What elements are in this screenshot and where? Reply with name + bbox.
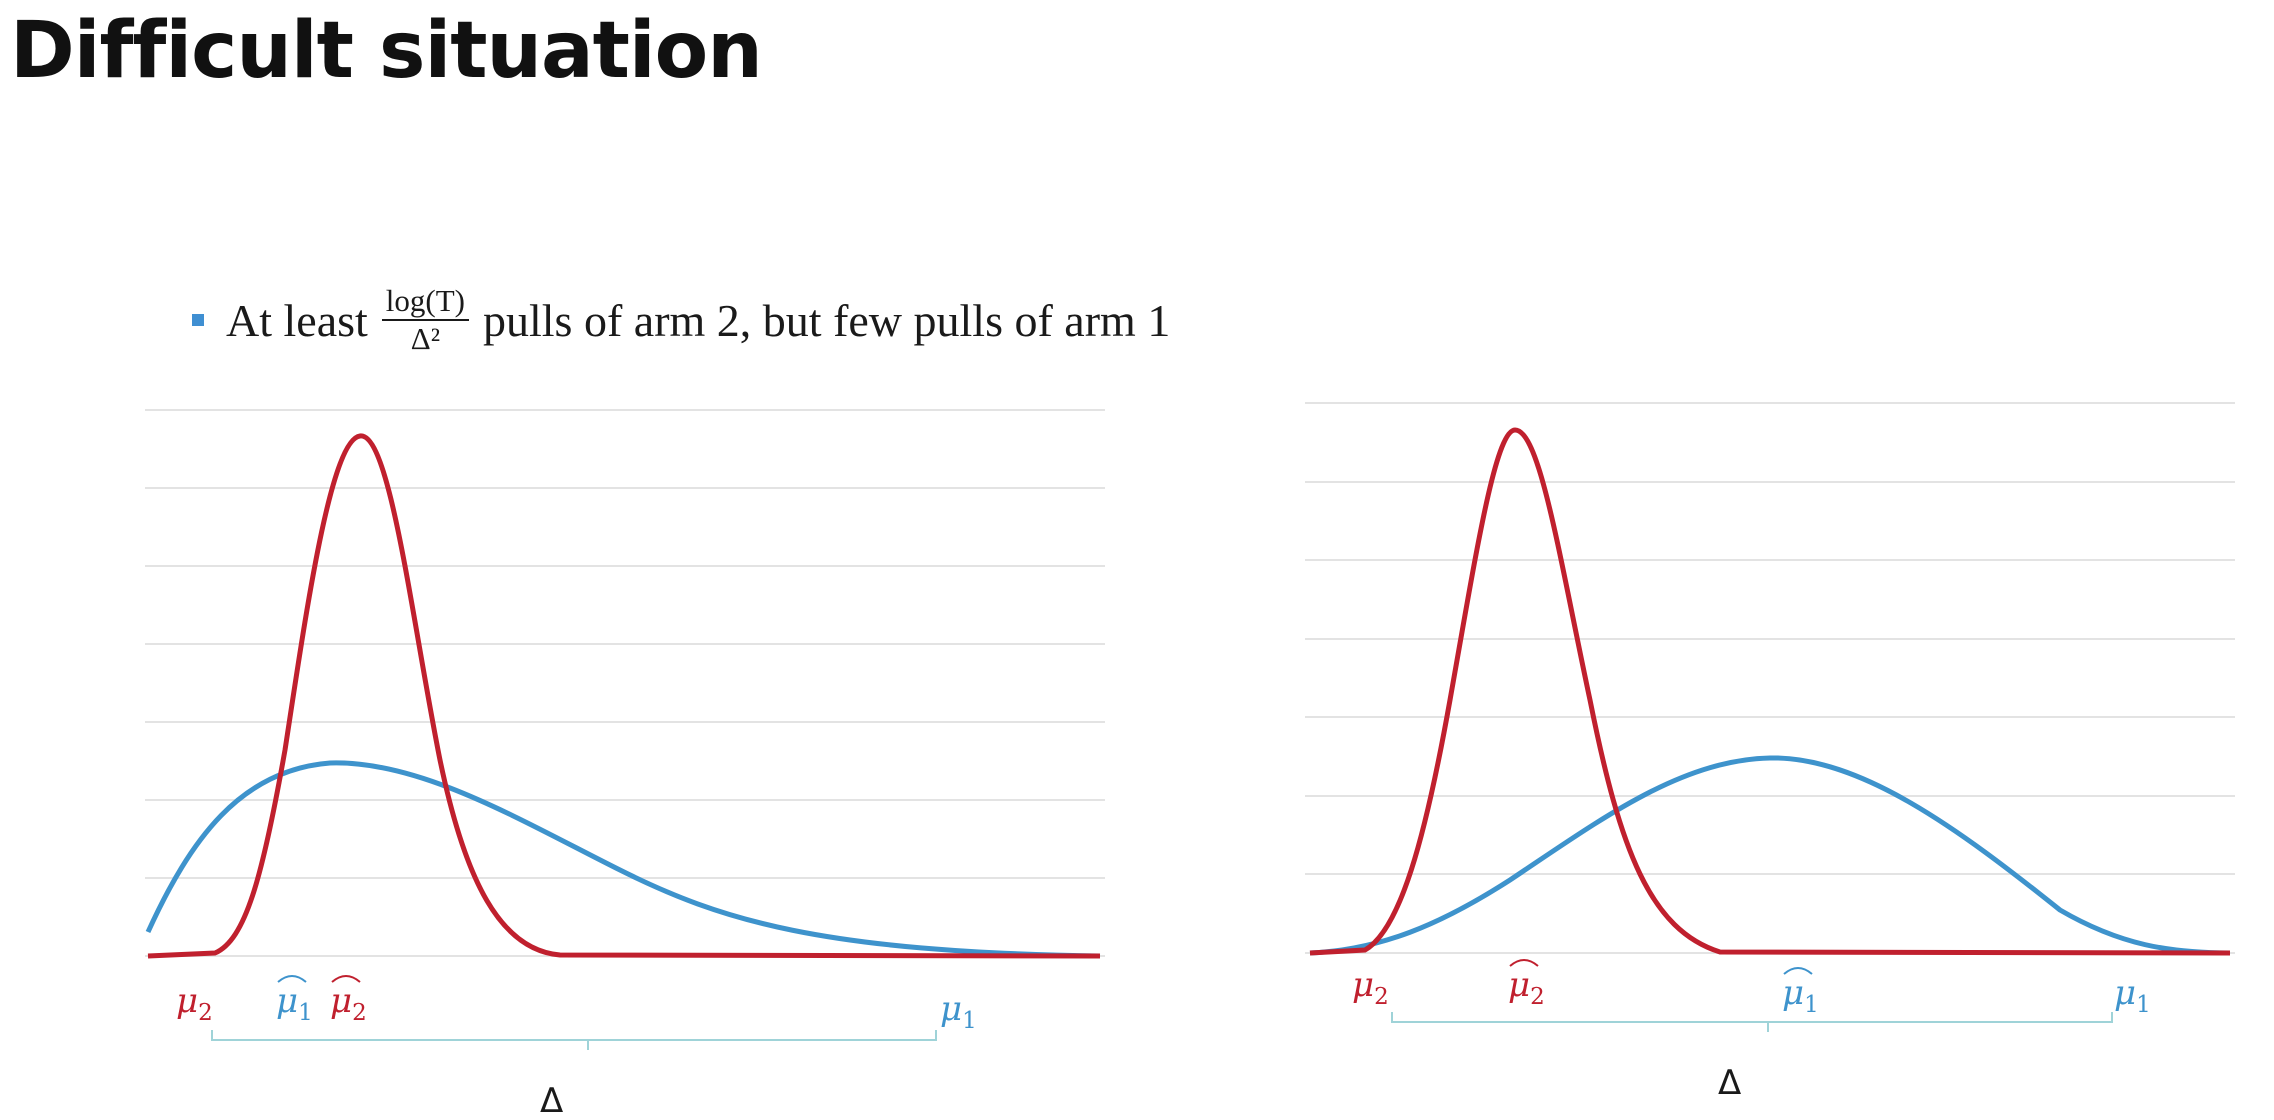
right-delta-label: Δ [1718,1063,1741,1103]
left-arm2-distribution-curve [147,433,1101,959]
fraction-numerator: log(T) [381,283,469,321]
bullet-point: At least log(T) Δ² pulls of arm 2, but f… [192,270,1170,370]
fraction-denominator: Δ² [410,321,441,356]
right-arm2-distribution-curve [1309,427,2231,956]
left-delta-label: Δ [540,1081,563,1120]
right-mu2-label: μ2 [1352,965,1389,1010]
fraction: log(T) Δ² [381,283,469,356]
right-mu2-hat-icon [1509,959,1539,967]
left-mu2-hat-label: μ2 [330,981,367,1026]
bullet-suffix: pulls of arm 2, but few pulls of arm 1 [483,294,1171,346]
right-gridlines [1305,402,2235,954]
left-mu1-hat-label: μ1 [276,981,313,1026]
right-mu1-hat-icon [1783,967,1813,975]
slide-title: Difficult situation [10,6,763,96]
right-arm1-distribution-curve [1309,755,2231,956]
right-delta-brace-icon [1391,1012,2113,1032]
left-mu1-hat-icon [277,975,307,983]
right-panel: μ2 μ2 μ1 μ1 Δ [1305,402,2235,1103]
right-mu1-hat-label: μ1 [1782,973,1819,1018]
bullet-prefix: At least [226,294,368,346]
left-mu2-hat-icon [331,975,361,983]
right-mu2-hat-label: μ2 [1508,965,1545,1010]
left-delta-brace-icon [211,1030,937,1050]
left-panel: μ2 μ1 μ2 μ1 Δ [145,409,1105,1120]
right-mu1-label: μ1 [2114,973,2151,1018]
left-mu1-label: μ1 [940,989,977,1034]
bullet-square-icon [192,314,204,326]
left-mu2-label: μ2 [176,981,213,1026]
left-arm1-distribution-curve [145,760,1101,959]
